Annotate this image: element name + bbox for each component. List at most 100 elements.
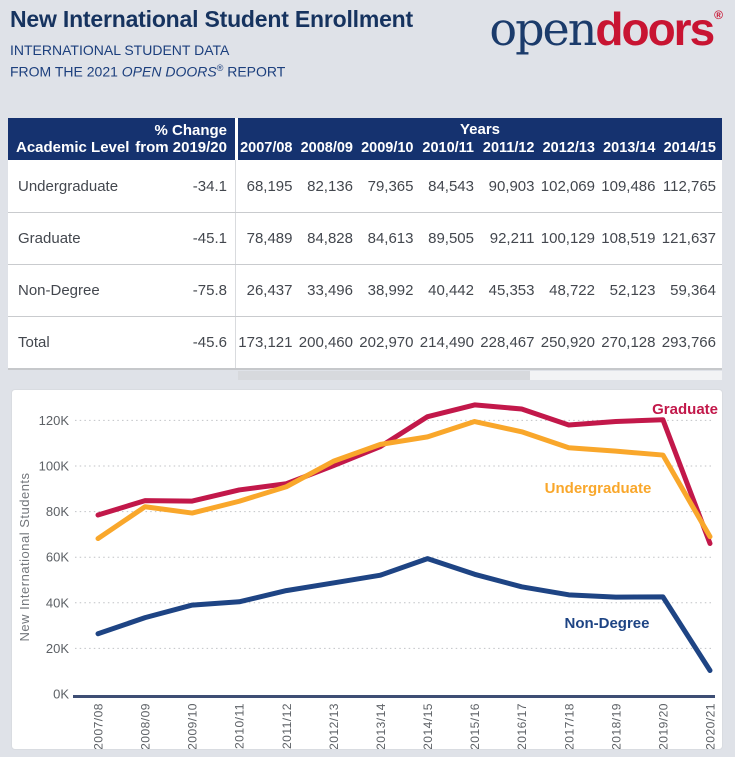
title-block: New International Student Enrollment INT… xyxy=(10,4,472,81)
y-axis-tick-label: 100K xyxy=(39,459,70,474)
column-header-pct-change: % Change from 2019/20 xyxy=(135,122,227,156)
year-column-header: 2012/13 xyxy=(542,140,595,156)
enrollment-value: 84,543 xyxy=(428,177,474,195)
year-column-header: 2010/11 xyxy=(422,140,474,156)
row-label: Graduate xyxy=(18,230,81,247)
x-axis-tick-label: 2007/08 xyxy=(92,703,106,749)
x-axis-tick-label: 2013/14 xyxy=(374,703,388,749)
subtitle-suffix: REPORT xyxy=(223,63,286,80)
enrollment-value: 40,442 xyxy=(428,282,474,299)
column-divider xyxy=(235,265,238,316)
enrollment-value: 173,121 xyxy=(238,334,293,351)
enrollment-value: 228,467 xyxy=(480,334,535,351)
opendoors-logo: opendoors® xyxy=(489,4,723,55)
undergraduate-label: Undergraduate xyxy=(545,480,652,497)
table-horizontal-scrollbar[interactable] xyxy=(238,371,722,380)
graduate-label: Graduate xyxy=(652,401,718,418)
enrollment-value: 293,766 xyxy=(661,334,716,351)
enrollment-value: 121,637 xyxy=(661,230,716,247)
x-axis-tick-label: 2010/11 xyxy=(233,703,247,749)
enrollment-value: 84,613 xyxy=(367,230,414,247)
enrollment-value: 82,136 xyxy=(307,177,353,195)
logo-open-text: open xyxy=(489,2,597,56)
x-axis-tick-label: 2016/17 xyxy=(515,703,529,749)
x-axis-tick-label: 2020/21 xyxy=(704,703,718,749)
table-row-non-degree: Non-Degree -75.8 26,437 33,496 38,992 40,442 4… xyxy=(8,264,722,316)
pct-change-value: -34.1 xyxy=(192,177,227,195)
x-axis-tick-label: 2008/09 xyxy=(139,703,153,749)
year-column-header: 2007/08 xyxy=(240,140,293,156)
y-axis-tick-label: 20K xyxy=(46,641,69,656)
row-label: Total xyxy=(18,334,50,351)
subtitle-report-name: OPEN DOORS xyxy=(121,63,217,80)
x-axis-tick-label: 2011/12 xyxy=(280,703,294,749)
enrollment-value: 38,992 xyxy=(367,282,414,299)
enrollment-value: 52,123 xyxy=(609,282,656,299)
year-column-header: 2014/15 xyxy=(663,140,716,156)
pct-change-header-line1: % Change xyxy=(154,122,227,139)
column-divider xyxy=(235,160,238,212)
scrollbar-thumb[interactable] xyxy=(238,371,530,380)
enrollment-value: 68,195 xyxy=(246,177,293,195)
enrollment-value: 109,486 xyxy=(601,177,656,195)
year-column-header: 2009/10 xyxy=(361,140,414,156)
report-subtitle-line1: INTERNATIONAL STUDENT DATA xyxy=(10,42,230,58)
table-header-left: Academic Level % Change from 2019/20 xyxy=(8,118,235,160)
pct-change-header-line2: from 2019/20 xyxy=(135,139,227,156)
y-axis-tick-label: 120K xyxy=(39,413,70,428)
graduate-line xyxy=(95,402,713,547)
non-degree-label: Non-Degree xyxy=(564,615,649,632)
enrollment-line-chart: 0K 20K 40K 60K 80K 100K 120K New International … xyxy=(17,401,718,749)
enrollment-value: 250,920 xyxy=(540,334,595,351)
years-header-group: Years 2007/08 2008/09 2009/10 2010/11 2011/1… xyxy=(238,118,722,160)
row-label: Non-Degree xyxy=(18,282,100,299)
registered-mark: ® xyxy=(216,63,224,73)
year-column-header: 2013/14 xyxy=(603,140,656,156)
pct-change-value: -45.6 xyxy=(192,334,227,351)
enrollment-value: 89,505 xyxy=(428,230,474,247)
enrollment-value: 100,129 xyxy=(540,230,595,247)
column-header-years: Years xyxy=(459,121,501,138)
year-column-header: 2008/09 xyxy=(300,140,353,156)
enrollment-value: 78,489 xyxy=(246,230,293,247)
y-axis-title: New International Students xyxy=(17,472,32,641)
column-header-academic-level: Academic Level xyxy=(16,139,130,156)
non-degree-line xyxy=(95,556,713,674)
enrollment-value: 33,496 xyxy=(307,282,353,299)
x-axis-tick-label: 2014/15 xyxy=(421,703,435,749)
enrollment-value: 102,069 xyxy=(540,177,595,195)
table-row-total: Total -45.6 173,121 200,460 202,970 214,490 22… xyxy=(8,316,722,368)
enrollment-value: 90,903 xyxy=(488,177,535,195)
undergraduate-line xyxy=(95,419,713,542)
table-row-undergraduate: Undergraduate -34.1 68,195 82,136 79,365 84,5… xyxy=(8,160,722,212)
enrollment-value: 270,128 xyxy=(601,334,656,351)
y-axis-tick-label: 0K xyxy=(53,687,69,702)
enrollment-value: 59,364 xyxy=(670,282,716,299)
enrollment-value: 108,519 xyxy=(601,230,656,247)
pct-change-value: -45.1 xyxy=(192,230,227,247)
column-divider xyxy=(235,317,238,368)
y-axis-tick-label: 60K xyxy=(46,550,69,565)
enrollment-value: 26,437 xyxy=(246,282,293,299)
x-axis-tick-label: 2015/16 xyxy=(468,703,482,749)
year-column-header: 2011/12 xyxy=(482,140,535,156)
logo-doors-text: doors xyxy=(595,3,715,55)
y-axis-tick-label: 40K xyxy=(46,595,69,610)
enrollment-value: 92,211 xyxy=(489,230,535,247)
x-axis-tick-label: 2018/19 xyxy=(609,703,623,749)
logo-registered-mark: ® xyxy=(714,8,723,22)
subtitle-prefix: FROM THE 2021 xyxy=(10,63,122,80)
enrollment-value: 112,765 xyxy=(662,177,716,195)
table-row-graduate: Graduate -45.1 78,489 84,828 84,613 89,505 92,… xyxy=(8,212,722,264)
x-axis-tick-label: 2017/18 xyxy=(562,703,576,749)
enrollment-value: 200,460 xyxy=(298,334,353,351)
x-axis-tick-label: 2009/10 xyxy=(186,703,200,749)
table-body: Undergraduate -34.1 68,195 82,136 79,365 84,5… xyxy=(8,160,722,370)
enrollment-value: 214,490 xyxy=(419,334,474,351)
page-title: New International Student Enrollment xyxy=(10,6,413,32)
enrollment-value: 45,353 xyxy=(488,282,535,299)
year-columns-row: 2007/08 2008/09 2009/10 2010/11 2011/12 2012/… xyxy=(238,140,722,156)
y-axis-tick-label: 80K xyxy=(46,504,69,519)
enrollment-table: Academic Level % Change from 2019/20 Yea… xyxy=(8,118,722,380)
